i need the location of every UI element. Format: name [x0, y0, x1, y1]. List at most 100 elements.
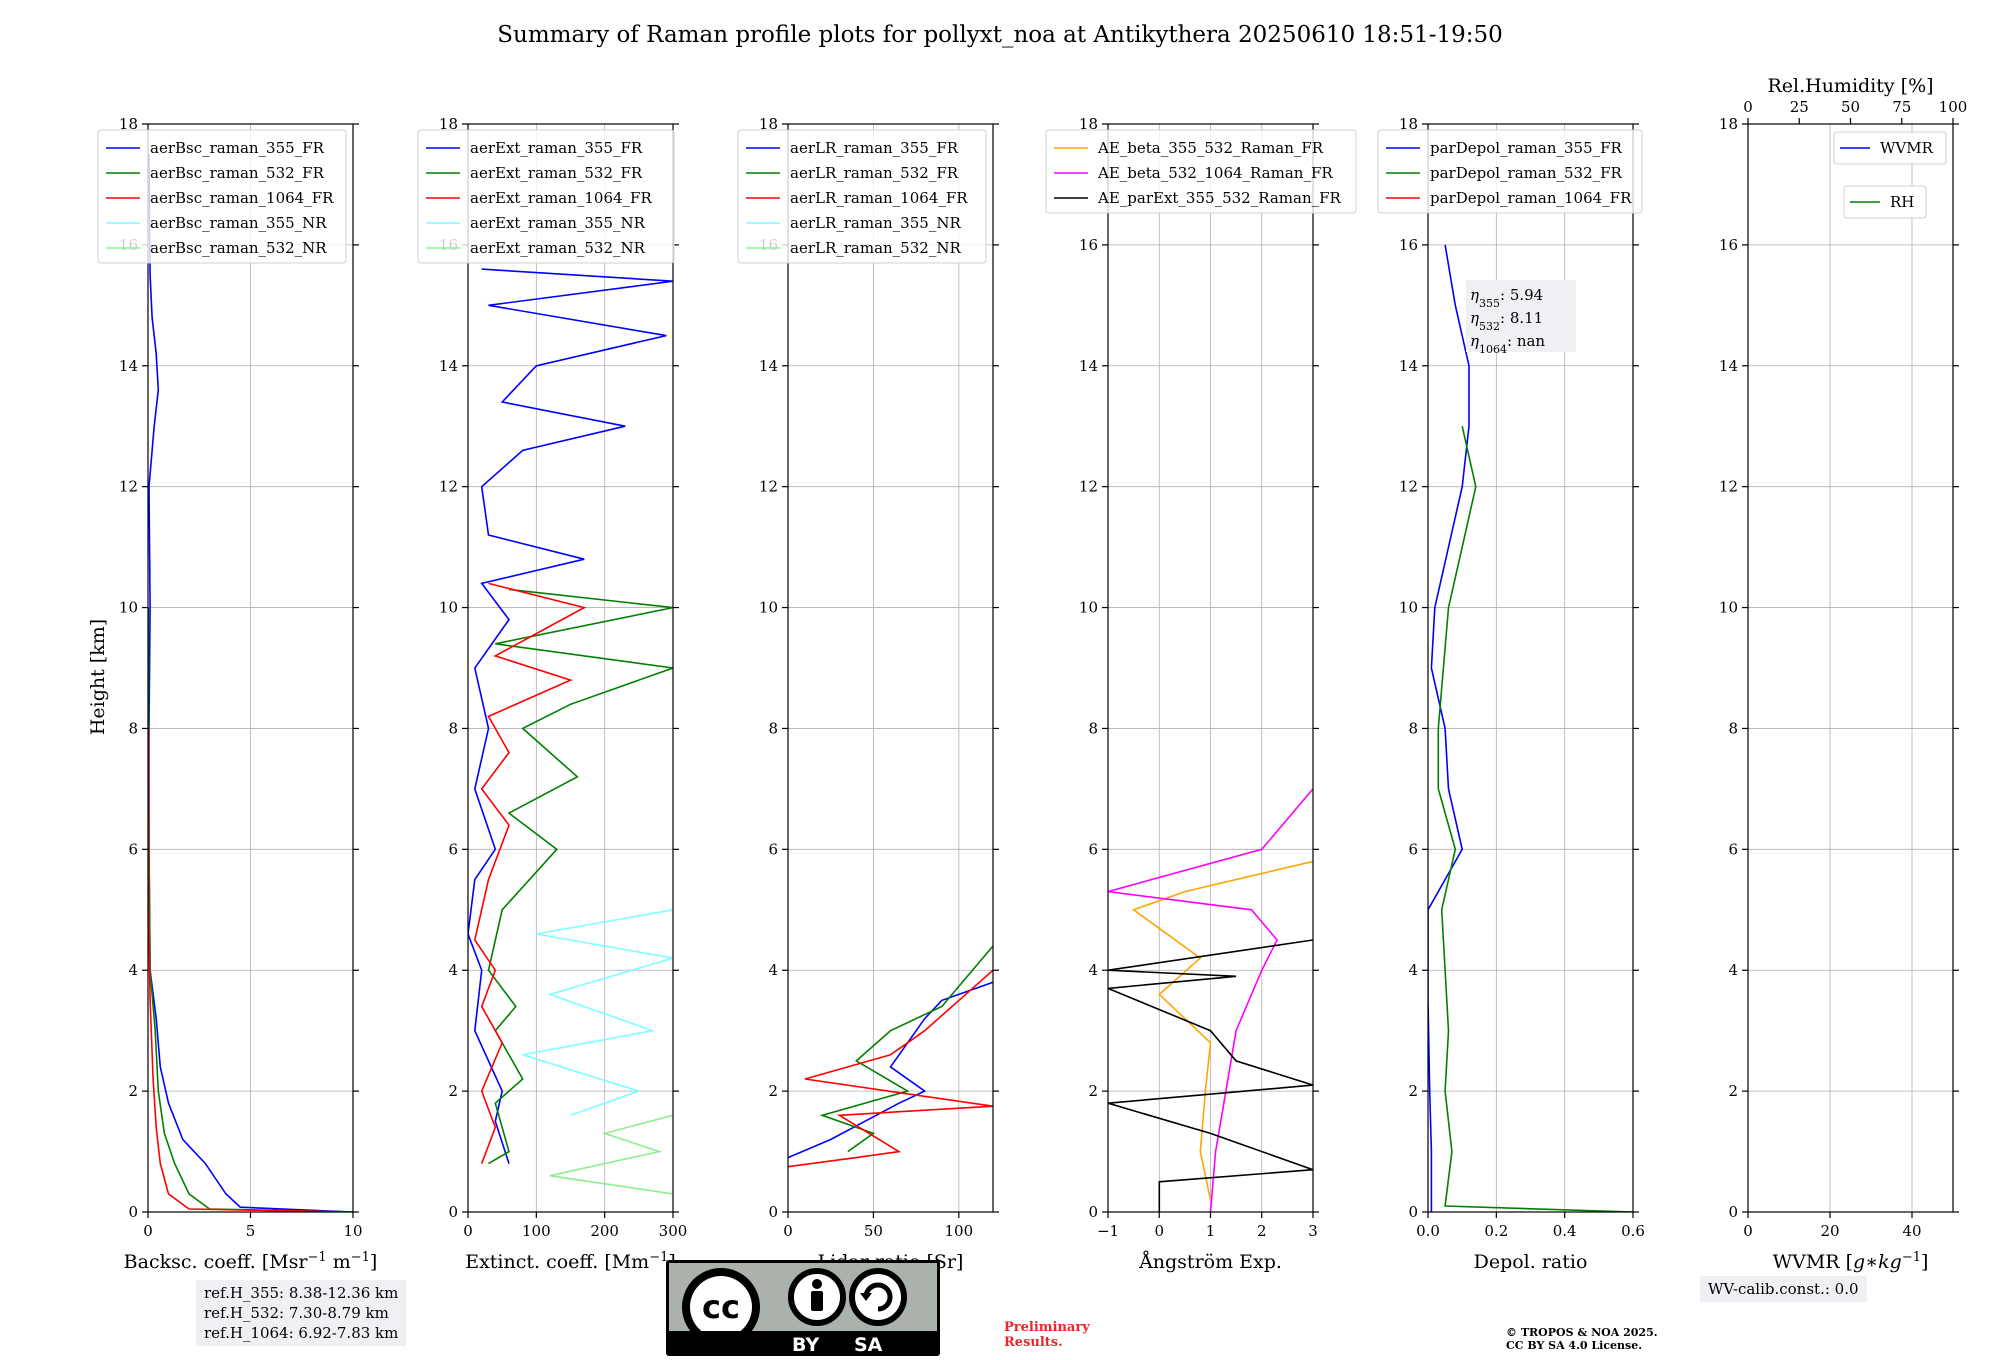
legend-panel-1: aerBsc_raman_355_FR aerBsc_raman_532_FRae… [97, 129, 347, 264]
top-x-tick-label: 50 [1841, 98, 1860, 116]
series-line-aerExt_raman_532_FR [487, 588, 673, 1165]
y-tick-label: 6 [1088, 840, 1098, 858]
y-tick-label: 10 [1079, 599, 1098, 617]
x-tick-label: 300 [659, 1222, 688, 1240]
legend-label: aerExt_raman_355_NR [470, 214, 646, 232]
series-line-aerExt_raman_532_NR [549, 1114, 673, 1195]
cc-license-badge[interactable]: cc BY SA [666, 1260, 940, 1356]
preliminary-line-2: Results. [1004, 1335, 1063, 1350]
legend-panel-4: AE_beta_355_532_Raman_FR AE_beta_532_1064… [1045, 129, 1357, 214]
series-line-aerLR_raman_355_FR [788, 981, 993, 1159]
y-tick-label: 0 [768, 1203, 778, 1221]
top-x-tick-label: 100 [1939, 98, 1968, 116]
y-tick-label: 2 [1408, 1082, 1418, 1100]
legend-label: aerLR_raman_532_NR [790, 239, 961, 257]
series-group [1428, 244, 1633, 1212]
y-tick-label: 0 [1408, 1203, 1418, 1221]
y-tick-label: 16 [1079, 236, 1098, 254]
y-tick-label: 8 [1088, 719, 1098, 737]
eta-annotation: η532: 8.11 [1470, 309, 1543, 333]
eta-annotation: η355: 5.94 [1470, 286, 1543, 310]
y-tick-label: 14 [1079, 357, 1098, 375]
x-tick-label: 0.2 [1484, 1222, 1508, 1240]
y-axis-label: Height [km] [87, 619, 109, 735]
x-tick-label: 5 [246, 1222, 256, 1240]
series-line-AE_parExt_355_532_Raman_FR [1108, 939, 1313, 1212]
legend-panel-5: parDepol_raman_355_FR parDepol_raman_532_… [1377, 129, 1643, 214]
x-tick-label: 0.6 [1621, 1222, 1645, 1240]
ref-height-355: ref.H_355: 8.38-12.36 km [204, 1284, 399, 1302]
series-line-AE_beta_532_1064_Raman_FR [1108, 788, 1313, 1212]
x-tick-label: 40 [1902, 1222, 1921, 1240]
x-tick-label: 1 [1206, 1222, 1216, 1240]
y-tick-label: 0 [1088, 1203, 1098, 1221]
legend-label: aerBsc_raman_532_FR [150, 164, 325, 182]
y-tick-label: 18 [1399, 115, 1418, 133]
y-tick-label: 4 [768, 961, 778, 979]
y-tick-label: 2 [768, 1082, 778, 1100]
x-tick-label: 0 [1154, 1222, 1164, 1240]
y-tick-label: 4 [128, 961, 138, 979]
legend-label: aerExt_raman_532_NR [470, 239, 646, 257]
legend-label: aerExt_raman_1064_FR [470, 189, 652, 207]
y-tick-label: 0 [448, 1203, 458, 1221]
x-tick-label: 2 [1257, 1222, 1267, 1240]
y-tick-label: 0 [128, 1203, 138, 1221]
y-tick-label: 18 [1719, 115, 1738, 133]
series-group [148, 154, 353, 1212]
legend-panel-3: aerLR_raman_355_FR aerLR_raman_532_FR aerL… [737, 129, 987, 264]
copyright-line-1: © TROPOS & NOA 2025. [1506, 1326, 1658, 1339]
y-tick-label: 4 [1088, 961, 1098, 979]
x-axis-label: Ångström Exp. [1138, 1251, 1282, 1273]
x-axis-label: Depol. ratio [1474, 1251, 1588, 1273]
legend-label: parDepol_raman_355_FR [1430, 139, 1623, 157]
copyright-line-2: CC BY SA 4.0 License. [1506, 1339, 1643, 1352]
legend-label: WVMR [1880, 139, 1934, 157]
x-tick-label: 200 [590, 1222, 619, 1240]
x-axis-label: Backsc. coeff. [Msr−1 m−1] [124, 1250, 378, 1274]
panel-6: 0 2 4 6 8 10 12 14 16 18 0 20 40 WVMR [g∗kg−1] 0 25 50 75… [1719, 75, 1967, 1273]
y-tick-label: 12 [1719, 478, 1738, 496]
x-tick-label: 50 [864, 1222, 883, 1240]
cc-logo-text: cc [702, 1288, 740, 1326]
y-tick-label: 12 [1399, 478, 1418, 496]
legend-label: AE_beta_532_1064_Raman_FR [1097, 164, 1333, 182]
y-tick-label: 14 [1719, 357, 1738, 375]
x-tick-label: 20 [1820, 1222, 1839, 1240]
x-axis-label: Extinct. coeff. [Mm−1] [465, 1250, 676, 1274]
wv-calib-box: WV-calib.const.: 0.0 [1700, 1276, 1867, 1302]
y-tick-label: 6 [448, 840, 458, 858]
x-tick-label: 0.0 [1416, 1222, 1440, 1240]
x-tick-label: 0 [1743, 1222, 1753, 1240]
legend-label: RH [1890, 193, 1914, 211]
preliminary-line-1: Preliminary [1004, 1320, 1090, 1335]
y-tick-label: 6 [128, 840, 138, 858]
x-tick-label: 0 [783, 1222, 793, 1240]
x-tick-label: 100 [945, 1222, 974, 1240]
y-tick-label: 10 [1719, 599, 1738, 617]
series-line-aerBsc_raman_355_FR [148, 154, 353, 1212]
legend-label: aerBsc_raman_355_NR [150, 214, 327, 232]
y-tick-label: 8 [768, 719, 778, 737]
cc-sa-label: SA [854, 1334, 883, 1356]
series-line-aerLR_raman_1064_FR [788, 969, 993, 1168]
reference-heights-box: ref.H_355: 8.38-12.36 km ref.H_532: 7.30… [196, 1280, 407, 1346]
panel-1: 0246810121416180510Backsc. coeff. [Msr−1… [97, 115, 378, 1274]
y-tick-label: 12 [439, 478, 458, 496]
series-group [468, 268, 673, 1195]
axes-frame [1747, 123, 1954, 1213]
legend-RH: RH [1843, 185, 1927, 219]
share-alike-icon [849, 1268, 907, 1326]
legend-WVMR: WVMR [1833, 131, 1947, 165]
legend-label: aerLR_raman_532_FR [790, 164, 959, 182]
series-line-AE_beta_355_532_Raman_FR [1131, 860, 1313, 1201]
cc-icons-svg: cc [682, 1268, 907, 1346]
legend-panel-2: aerExt_raman_355_FR aerExt_raman_532_FRae… [417, 129, 675, 264]
legend-label: aerBsc_raman_532_NR [150, 239, 327, 257]
series-group [788, 945, 993, 1168]
y-tick-label: 10 [439, 599, 458, 617]
y-tick-label: 10 [119, 599, 138, 617]
legend-label: aerLR_raman_1064_FR [790, 189, 968, 207]
y-tick-label: 18 [439, 115, 458, 133]
